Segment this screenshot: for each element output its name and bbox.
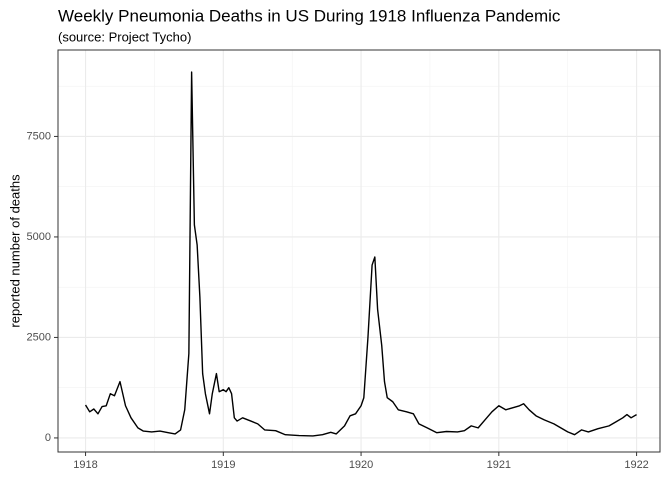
x-tick-label: 1920 — [349, 459, 373, 471]
x-tick-label: 1918 — [73, 459, 97, 471]
chart-title: Weekly Pneumonia Deaths in US During 191… — [58, 6, 561, 25]
chart-subtitle: (source: Project Tycho) — [58, 29, 191, 44]
x-tick-label: 1922 — [624, 459, 648, 471]
y-tick-label: 7500 — [27, 130, 51, 142]
y-tick-label: 2500 — [27, 331, 51, 343]
x-tick-label: 1921 — [487, 459, 511, 471]
line — [84, 71, 637, 437]
panel — [58, 50, 660, 452]
y-tick-label: 0 — [45, 432, 51, 444]
panel-border — [57, 49, 661, 453]
y-tick-label: 5000 — [27, 231, 51, 243]
x-tick-label: 1919 — [211, 459, 235, 471]
y-axis-label: reported number of deaths — [7, 174, 22, 328]
